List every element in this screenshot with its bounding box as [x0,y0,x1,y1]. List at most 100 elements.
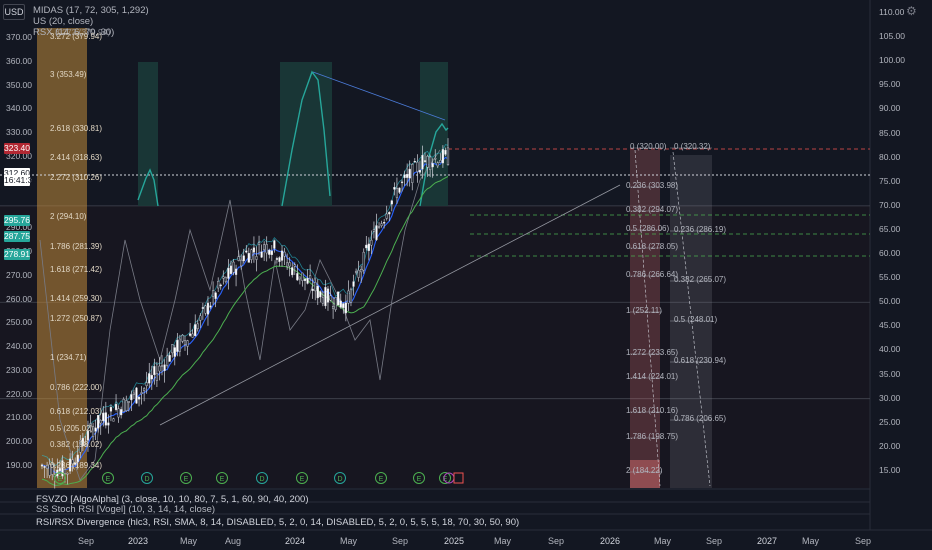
candle-body [125,400,128,411]
candle-body [370,239,373,246]
pane-label-stoch[interactable]: SS Stoch RSI [Vogel] (10, 3, 14, 14, clo… [36,504,216,515]
pane-label-rsi-div[interactable]: RSI/RSX Divergence (hlc3, RSI, SMA, 8, 1… [36,517,520,528]
fib-level-label: 1.414 (259.30) [50,294,103,303]
price-axis-label: 210.00 [6,412,32,423]
time-axis-label: 2026 [600,536,621,546]
candle-body [344,302,347,314]
candle-body [219,284,222,287]
candle-body [224,277,227,282]
fib-level-label: 1.618 (271.42) [50,265,103,274]
candle-body [43,466,46,468]
candle-body [372,229,376,232]
time-axis-label: May [654,536,672,546]
settings-icon[interactable]: ⚙ [906,4,917,18]
fib-level-label: 0.5 (286.06) [626,224,670,233]
candle-body [334,297,337,310]
candle-body [160,365,164,367]
candle-body [135,387,138,404]
candle-body [357,270,360,278]
candle-body [168,355,171,362]
fib-level-label: 2.414 (318.63) [50,153,103,162]
candle-body [183,340,187,345]
price-axis-label: 360.00 [6,55,32,66]
candle-body [112,418,115,422]
candle-body [314,282,317,292]
time-axis-label: Aug [225,536,242,546]
candle-body [446,147,450,166]
candle-body [275,258,279,260]
candle-body [158,365,161,372]
rsi-axis-label: 85.00 [879,127,901,138]
candle-body [263,244,266,250]
fib-level-label: 1.786 (281.39) [50,242,103,251]
candle-body [99,420,102,424]
event-marker-label: E [106,476,111,483]
candle-body [132,392,136,395]
candle-body [365,244,368,249]
event-marker [334,472,346,484]
candle-body [411,163,414,183]
fib-level-label: 1.414 (224.01) [626,372,679,381]
candle-body [436,162,439,167]
price-axis-label: 370.00 [6,32,32,42]
candle-body [206,302,210,315]
candle-body [109,407,113,412]
candle-body [316,285,319,299]
candle-body [199,315,202,321]
legend-line-midas[interactable]: MIDAS (17, 72, 305, 1,292) [33,5,149,16]
fib-level-label: 0 (320.32) [674,142,711,151]
candle-body [280,250,284,261]
candle-body [398,187,401,193]
candle-body [306,278,309,284]
candle-body [148,373,151,384]
time-axis-label: May [802,536,820,546]
rsi-axis-label: 60.00 [879,248,901,259]
candle-body [288,262,291,267]
event-marker-label: E [184,476,189,483]
rsx-oscillator-line [281,70,331,207]
candle-body [385,213,388,219]
candle-body [81,438,84,447]
sma-line [41,176,449,486]
rsi-axis-label: 50.00 [879,296,901,307]
overbought-zone [138,62,158,206]
candle-body [329,295,332,301]
rsi-axis-label: 35.00 [879,368,901,379]
fib-level-label: 1.618 (210.16) [626,406,679,415]
legend-line-us[interactable]: US (20, close) [33,16,94,27]
candle-body [426,156,429,168]
candle-body [189,333,192,336]
candle-body [380,223,383,226]
candle-body [86,430,90,441]
candle-body [194,324,197,337]
candle-body [421,155,424,170]
candle-body [268,249,271,255]
candle-body [209,305,212,308]
currency-selector[interactable]: USD [3,4,25,20]
candle-body [431,163,434,168]
rsi-axis-label: 90.00 [879,103,901,114]
rsi-axis-label: 40.00 [879,344,901,355]
fib-level-label: 2 (184.22) [626,466,663,475]
event-marker-label: E [443,476,448,483]
candle-body [400,181,404,184]
legend-line-rsx[interactable]: RSX (14, 6, 70, 30) [33,27,115,38]
event-marker-label: D [337,476,342,483]
rsi-axis-label: 30.00 [879,392,901,403]
candle-body [303,278,307,281]
candle-body [360,269,363,273]
time-axis-label: Sep [706,536,723,546]
rsi-axis-label: 80.00 [879,151,901,162]
candle-body [171,344,174,354]
candle-body [122,399,125,412]
fib-level-label: 2.618 (330.81) [50,124,103,133]
pane-label-fsvzo[interactable]: FSVZO [AlgoAlpha] (3, close, 10, 10, 80,… [36,494,309,505]
candle-body [439,160,442,163]
candle-body [143,388,146,391]
candle-body [444,150,447,155]
candle-body [260,251,263,258]
candle-body [155,373,159,381]
candle-body [273,240,276,249]
price-axis-label: 220.00 [6,388,32,399]
